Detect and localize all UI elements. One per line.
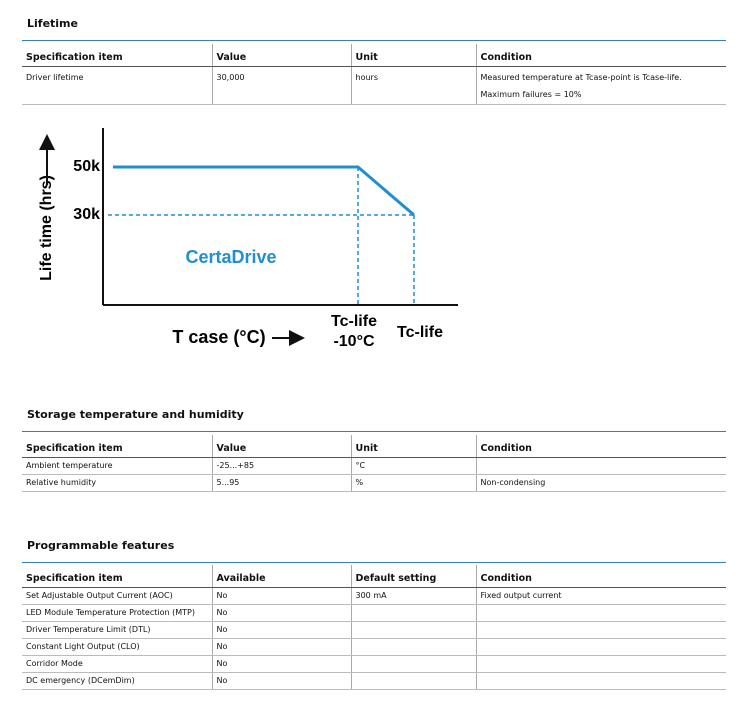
cell: Corridor Mode [22,655,212,673]
section-title: Storage temperature and humidity [27,408,244,421]
cell: No [211,638,351,656]
y-label: 50k [73,158,100,175]
cell: No [211,655,351,673]
cell: Constant Light Output (CLO) [22,638,212,656]
divider [22,562,726,563]
cell [350,638,476,656]
cell [475,655,726,673]
cell: Ambient temperature [22,457,212,475]
section-title: Lifetime [27,17,78,30]
cell: °C [350,457,476,475]
header-cell: Condition [475,435,726,458]
cell: Fixed output current [475,587,726,605]
cell: Set Adjustable Output Current (AOC) [22,587,212,605]
row: DC emergency (DCemDim) No [22,672,726,690]
cell: Driver lifetime [22,66,212,105]
header-cell: Available [211,565,351,588]
cell: 30,000 [211,66,351,105]
header-row: Specification item Available Default setti… [22,565,726,588]
cell: Driver Temperature Limit (DTL) [22,621,212,639]
row: Set Adjustable Output Current (AOC) No 300… [22,587,726,605]
cell: 300 mA [350,587,476,605]
cell: Measured temperature at Tcase-point is T… [475,66,726,105]
row: Corridor Mode No [22,655,726,673]
cell: 5...95 [211,474,351,492]
cell [475,621,726,639]
divider [22,40,726,41]
x-label: Tc-life [331,313,377,330]
cell: No [211,621,351,639]
cell: LED Module Temperature Protection (MTP) [22,604,212,622]
cell: DC emergency (DCemDim) [22,672,212,690]
x-label: Tc-life [397,324,443,341]
row: Constant Light Output (CLO) No [22,638,726,656]
cell: % [350,474,476,492]
cell [350,604,476,622]
lifetime-curve [113,165,415,217]
cell [475,604,726,622]
cell [475,638,726,656]
brand: CertaDrive [185,247,276,267]
cell: -25...+85 [211,457,351,475]
row: Ambient temperature -25...+85 °C [22,457,726,475]
spec-table: Specification item Value Unit Condition Driv… [22,44,726,105]
lifetime-diagram: 50k 30k CertaDrive Life time (hrs) T cas… [38,128,458,350]
cell: No [211,587,351,605]
row: LED Module Temperature Protection (MTP) N… [22,604,726,622]
cell [350,621,476,639]
cell [475,672,726,690]
header-cell: Specification item [22,565,212,588]
y-label: 30k [73,206,100,223]
header-cell: Condition [475,565,726,588]
cell [350,672,476,690]
spec-table: Specification item Available Default setti… [22,565,726,690]
row: Driver Temperature Limit (DTL) No [22,621,726,639]
x-axis-label: T case (°C) [172,327,265,347]
header-cell: Default setting [350,565,476,588]
cell: No [211,604,351,622]
header-cell: Unit [350,435,476,458]
cell [350,655,476,673]
section-title: Programmable features [27,539,175,552]
header-cell: Condition [475,44,726,67]
header-row: Specification item Value Unit Condition [22,44,726,67]
header-cell: Specification item [22,44,212,67]
cell: Relative humidity [22,474,212,492]
header-cell: Unit [350,44,476,67]
header-row: Specification item Value Unit Condition [22,435,726,458]
cell [475,457,726,475]
cell: Non-condensing [475,474,726,492]
spec-table: Specification item Value Unit Condition Ambi… [22,435,726,492]
row: Driver lifetime 30,000 hours Measured tempe… [22,66,726,105]
y-axis-label: Life time (hrs) [38,175,55,281]
row: Relative humidity 5...95% Non-condensing [22,474,726,492]
header-cell: Value [211,44,351,67]
header-cell: Value [211,435,351,458]
cell: No [211,672,351,690]
x-label: -10°C [333,333,375,350]
cell: hours [350,66,476,105]
header-cell: Specification item [22,435,212,458]
divider [22,431,726,432]
